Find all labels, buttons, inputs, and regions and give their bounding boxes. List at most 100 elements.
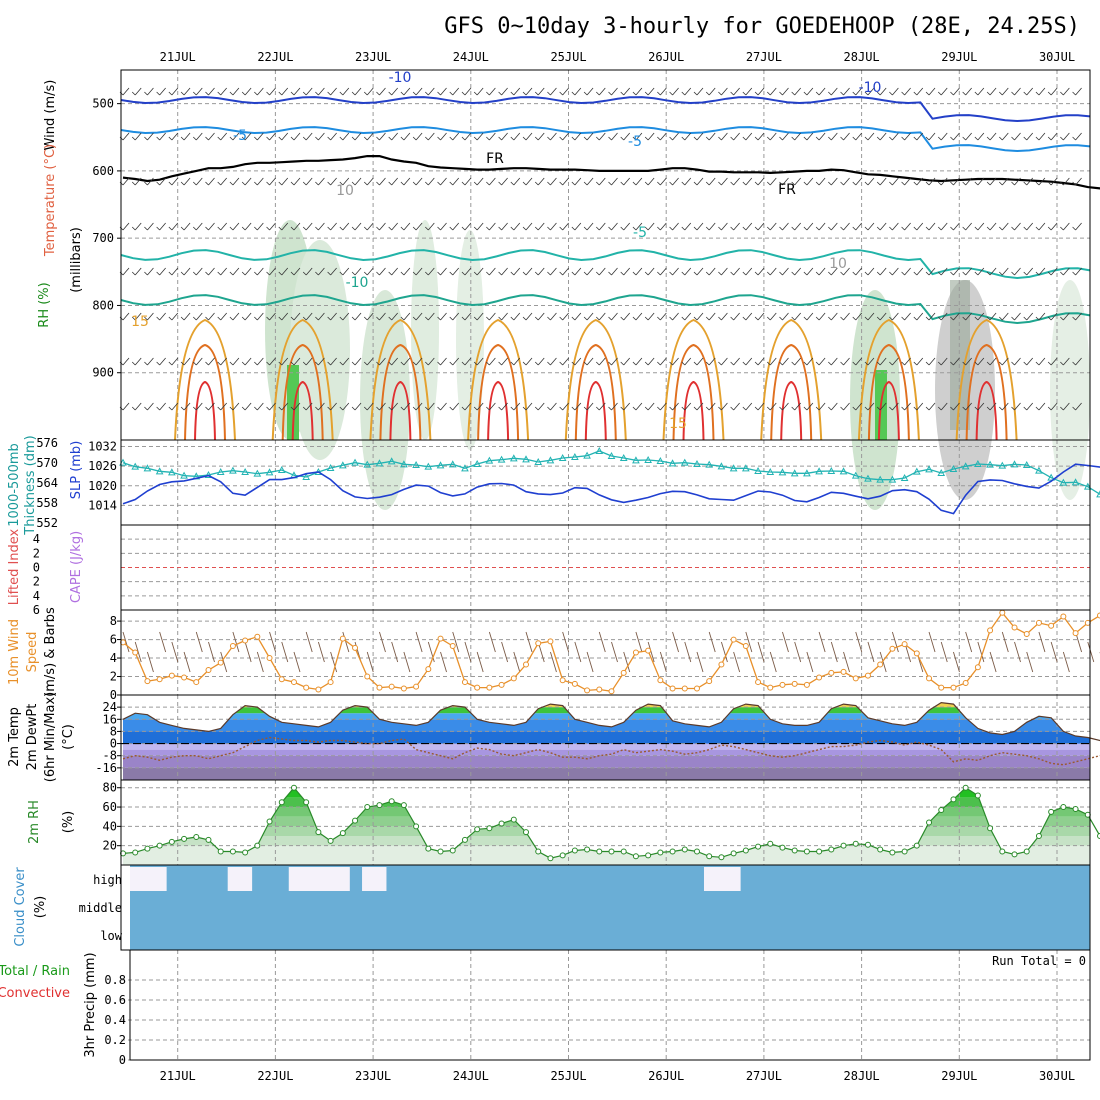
wind-barb bbox=[999, 357, 1009, 366]
rh-marker bbox=[339, 830, 346, 837]
temp-tick-label: -8 bbox=[103, 749, 117, 763]
wind-speed-marker bbox=[1011, 624, 1018, 631]
wind-barb bbox=[913, 222, 924, 231]
thickness-line bbox=[122, 450, 1100, 495]
wind-barb bbox=[254, 267, 264, 276]
wind-barb bbox=[864, 87, 875, 96]
thickness-marker bbox=[766, 467, 775, 475]
isotherm-line-15 bbox=[955, 318, 1018, 441]
wind-barb bbox=[791, 87, 801, 96]
wind-barb bbox=[876, 177, 887, 186]
wind-barb bbox=[913, 357, 924, 366]
wind-speed-marker bbox=[999, 609, 1006, 616]
wind-barb bbox=[962, 87, 972, 96]
wind-barb bbox=[315, 87, 325, 96]
thickness-marker bbox=[876, 475, 885, 483]
date-label-top: 24JUL bbox=[453, 50, 489, 64]
wind-barb bbox=[754, 177, 765, 186]
wind-barb bbox=[1087, 641, 1095, 663]
rh-marker bbox=[803, 848, 810, 855]
wind-barb bbox=[437, 177, 447, 186]
wind-barb bbox=[131, 222, 142, 231]
wind-barb bbox=[986, 222, 997, 231]
wind-barb bbox=[302, 177, 313, 186]
isotherm-line-25 bbox=[584, 380, 607, 441]
wind-barb bbox=[681, 177, 692, 186]
y-tick-label: 800 bbox=[92, 298, 114, 312]
date-label-top: 29JUL bbox=[941, 50, 977, 64]
wind-barb bbox=[415, 631, 423, 653]
wind-barb bbox=[302, 312, 313, 321]
thickness-marker bbox=[131, 462, 140, 470]
y-axis-labels: Wind (m/s)Temperature (°C) (millibars) RH … bbox=[0, 80, 98, 1058]
wind-barb bbox=[1047, 132, 1058, 141]
wind-barb bbox=[131, 132, 142, 141]
wind-barb bbox=[205, 87, 215, 96]
isotherm-line-25 bbox=[682, 380, 705, 441]
wind-barb bbox=[486, 312, 496, 321]
wind-barb bbox=[183, 651, 191, 673]
wind-barb bbox=[620, 177, 631, 186]
wind-barb bbox=[644, 177, 655, 186]
wind-barb bbox=[473, 357, 484, 366]
wind-barb bbox=[733, 651, 741, 673]
wind-barb bbox=[254, 402, 264, 411]
temp-band-fill bbox=[123, 749, 1090, 756]
lifted-index-axis-label: Lifted Index bbox=[7, 528, 22, 605]
wind-barb bbox=[1060, 267, 1070, 276]
thickness-marker bbox=[607, 451, 616, 459]
wind-barb bbox=[317, 641, 325, 663]
wind-barb bbox=[195, 631, 203, 653]
wind-barb bbox=[1072, 177, 1082, 186]
wind-barb bbox=[302, 267, 313, 276]
wind-barb bbox=[974, 357, 985, 366]
thickness-marker bbox=[803, 469, 811, 477]
wind-barb bbox=[840, 267, 850, 276]
wind-barb bbox=[330, 651, 338, 673]
rh-marker bbox=[193, 833, 200, 840]
rh-marker bbox=[559, 852, 566, 859]
wind-barb bbox=[730, 222, 740, 231]
wind-barb bbox=[400, 312, 411, 321]
wind-barb bbox=[986, 312, 997, 321]
temp-tick-label: 0 bbox=[110, 737, 117, 751]
wind-speed-marker bbox=[974, 664, 981, 671]
wind-barb bbox=[281, 641, 289, 663]
wind-barb bbox=[437, 87, 447, 96]
wind-barb bbox=[962, 222, 972, 231]
wind-barb bbox=[559, 87, 569, 96]
isotherm-line-15 bbox=[174, 318, 236, 441]
wind-barb bbox=[168, 222, 179, 231]
thickness-marker bbox=[387, 457, 396, 465]
wind-barb bbox=[769, 651, 777, 673]
upper-air-panel: 500 600 700 800 900 -10 -10 -5 -5 FR FR -5 10 -10 15 15… bbox=[92, 69, 1100, 510]
wind-barb bbox=[192, 222, 203, 231]
wind-barb bbox=[852, 177, 863, 186]
wind-speed-marker bbox=[559, 677, 566, 684]
wind-barb bbox=[412, 132, 423, 141]
li-tick-label: 0 bbox=[33, 561, 40, 575]
wind-barb bbox=[510, 357, 521, 366]
wind-barb bbox=[547, 357, 557, 366]
wind-barb bbox=[974, 177, 985, 186]
wind-barb bbox=[730, 357, 740, 366]
wind-barb bbox=[818, 631, 826, 653]
wind-barb bbox=[412, 357, 423, 366]
wind-barb bbox=[913, 132, 924, 141]
wind-barb bbox=[657, 267, 667, 276]
wind-barb bbox=[366, 651, 374, 673]
wind-barb bbox=[681, 267, 692, 276]
wind-barb bbox=[901, 357, 911, 366]
wind-barb bbox=[803, 222, 814, 231]
wind-barb bbox=[327, 402, 337, 411]
wind-barb bbox=[937, 87, 948, 96]
wind-barb bbox=[1035, 177, 1046, 186]
wind-barb bbox=[611, 641, 618, 663]
wind-speed-marker bbox=[425, 666, 432, 673]
wind-barb bbox=[339, 177, 350, 186]
wind-barb bbox=[327, 267, 337, 276]
wind-barb bbox=[803, 267, 814, 276]
wind-barb bbox=[339, 132, 350, 141]
thickness-marker bbox=[937, 468, 946, 476]
wind-barb bbox=[620, 267, 631, 276]
